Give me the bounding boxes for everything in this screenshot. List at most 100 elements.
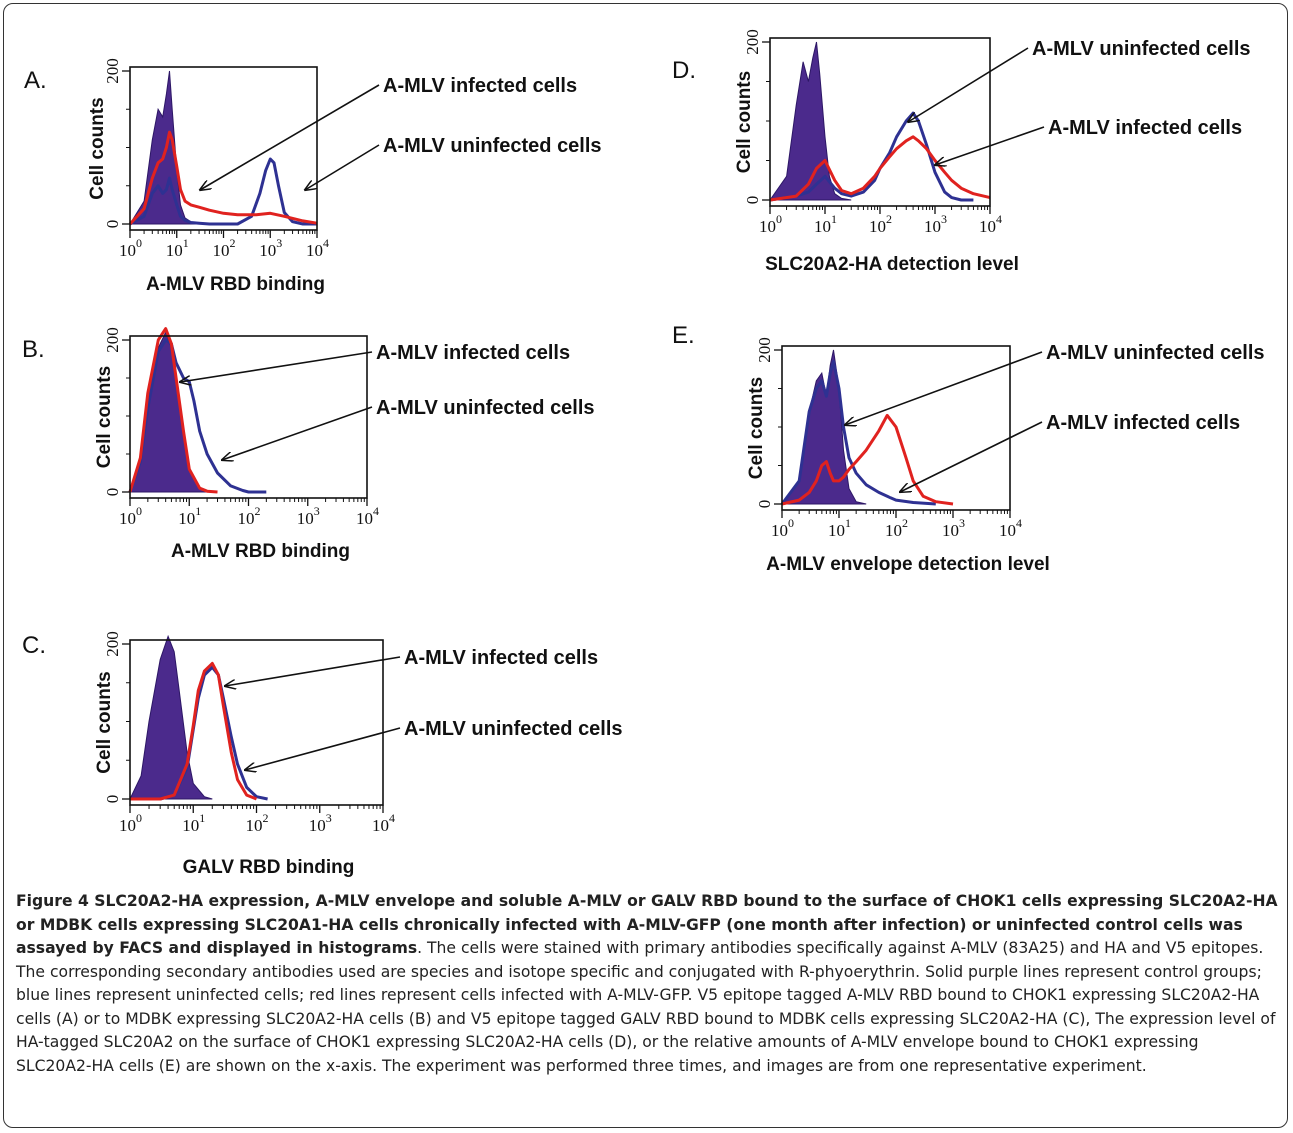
x-tick-label: 10 bbox=[942, 521, 959, 540]
x-tick-exponent: 4 bbox=[1016, 516, 1022, 530]
x-tick-exponent: 3 bbox=[314, 504, 320, 518]
annotation-label: A-MLV infected cells bbox=[383, 75, 577, 97]
control-histogram bbox=[129, 634, 213, 800]
y-axis-label: Cell counts bbox=[94, 671, 115, 773]
x-tick-exponent: 4 bbox=[389, 811, 395, 825]
annotation-label: A-MLV uninfected cells bbox=[383, 135, 602, 157]
x-tick-exponent: 2 bbox=[255, 504, 261, 518]
x-axis-label: SLC20A2-HA detection level bbox=[765, 254, 1019, 275]
panel-letter: E. bbox=[672, 322, 695, 349]
annotation-arrow bbox=[200, 84, 380, 190]
x-axis-label: GALV RBD binding bbox=[183, 857, 355, 878]
y-tick-label: 200 bbox=[103, 58, 122, 84]
annotation-label: A-MLV uninfected cells bbox=[376, 397, 595, 419]
annotation-arrow bbox=[900, 421, 1043, 492]
x-tick-label: 10 bbox=[759, 217, 776, 236]
uninfected-histogram bbox=[780, 360, 936, 506]
infected-histogram bbox=[130, 661, 258, 801]
y-tick-label: 200 bbox=[103, 631, 122, 657]
x-tick-exponent: 3 bbox=[959, 516, 965, 530]
x-tick-exponent: 4 bbox=[996, 212, 1002, 226]
x-tick-label: 10 bbox=[119, 816, 136, 835]
y-tick-label: 200 bbox=[743, 29, 762, 55]
uninfected-histogram bbox=[129, 157, 317, 226]
x-tick-label: 10 bbox=[246, 816, 263, 835]
x-tick-label: 10 bbox=[213, 241, 230, 260]
figure-frame bbox=[3, 3, 1288, 1128]
annotation-arrow bbox=[225, 656, 401, 686]
x-tick-label: 10 bbox=[979, 217, 996, 236]
x-tick-label: 10 bbox=[306, 241, 323, 260]
y-axis-label: Cell counts bbox=[746, 377, 767, 479]
annotation-arrow bbox=[845, 351, 1043, 425]
annotation-arrow bbox=[222, 406, 373, 460]
x-axis-label: A-MLV RBD binding bbox=[171, 541, 350, 562]
x-tick-exponent: 0 bbox=[136, 236, 142, 250]
x-tick-exponent: 2 bbox=[263, 811, 269, 825]
x-tick-exponent: 1 bbox=[183, 236, 189, 250]
x-tick-label: 10 bbox=[999, 521, 1016, 540]
x-tick-label: 10 bbox=[924, 217, 941, 236]
annotation-label: A-MLV uninfected cells bbox=[404, 718, 623, 740]
x-tick-exponent: 0 bbox=[136, 811, 142, 825]
x-tick-label: 10 bbox=[166, 241, 183, 260]
x-tick-label: 10 bbox=[238, 509, 255, 528]
x-tick-label: 10 bbox=[869, 217, 886, 236]
panel-letter: B. bbox=[22, 336, 45, 363]
x-tick-exponent: 1 bbox=[831, 212, 837, 226]
x-tick-exponent: 2 bbox=[886, 212, 892, 226]
infected-histogram bbox=[781, 413, 954, 506]
x-tick-exponent: 1 bbox=[845, 516, 851, 530]
x-tick-exponent: 2 bbox=[902, 516, 908, 530]
x-tick-label: 10 bbox=[119, 241, 136, 260]
x-tick-label: 10 bbox=[119, 509, 136, 528]
annotation-label: A-MLV infected cells bbox=[1046, 412, 1240, 434]
annotation-label: A-MLV infected cells bbox=[1048, 117, 1242, 139]
x-tick-exponent: 2 bbox=[230, 236, 236, 250]
caption-title: Figure 4 SLC20A2-HA expression, A-MLV en… bbox=[16, 892, 1278, 957]
caption-body: . The cells were stained with primary an… bbox=[16, 939, 1276, 1075]
x-tick-label: 10 bbox=[178, 509, 195, 528]
control-histogram bbox=[769, 41, 852, 201]
x-tick-label: 10 bbox=[297, 509, 314, 528]
y-tick-label: 200 bbox=[103, 327, 122, 353]
y-tick-label: 0 bbox=[103, 795, 122, 804]
y-tick-label: 0 bbox=[743, 196, 762, 205]
control-histogram bbox=[129, 70, 210, 225]
x-tick-label: 10 bbox=[309, 816, 326, 835]
annotation-label: A-MLV infected cells bbox=[404, 647, 598, 669]
annotation-arrow bbox=[305, 144, 380, 190]
x-tick-exponent: 1 bbox=[195, 504, 201, 518]
annotation-label: A-MLV uninfected cells bbox=[1032, 38, 1251, 60]
infected-histogram bbox=[128, 327, 218, 494]
control-histogram bbox=[781, 349, 867, 505]
x-tick-exponent: 3 bbox=[276, 236, 282, 250]
annotation-arrow bbox=[908, 47, 1029, 122]
y-tick-label: 200 bbox=[755, 337, 774, 363]
x-tick-exponent: 0 bbox=[136, 504, 142, 518]
x-axis-label: A-MLV envelope detection level bbox=[766, 554, 1050, 575]
x-tick-label: 10 bbox=[259, 241, 276, 260]
annotation-arrow bbox=[180, 351, 373, 382]
x-tick-exponent: 3 bbox=[941, 212, 947, 226]
panel-letter: C. bbox=[22, 632, 46, 659]
annotation-label: A-MLV uninfected cells bbox=[1046, 342, 1265, 364]
x-tick-exponent: 1 bbox=[199, 811, 205, 825]
panel-letter: D. bbox=[672, 57, 696, 84]
infected-histogram bbox=[769, 135, 991, 202]
annotation-label: A-MLV infected cells bbox=[376, 342, 570, 364]
x-tick-label: 10 bbox=[356, 509, 373, 528]
x-tick-exponent: 3 bbox=[326, 811, 332, 825]
annotation-arrow bbox=[935, 126, 1045, 165]
x-tick-label: 10 bbox=[182, 816, 199, 835]
x-tick-exponent: 4 bbox=[323, 236, 329, 250]
x-tick-label: 10 bbox=[828, 521, 845, 540]
figure-caption: Figure 4 SLC20A2-HA expression, A-MLV en… bbox=[16, 890, 1278, 1078]
y-axis-label: Cell counts bbox=[87, 97, 108, 199]
x-axis-label: A-MLV RBD binding bbox=[146, 274, 325, 295]
x-tick-label: 10 bbox=[372, 816, 389, 835]
